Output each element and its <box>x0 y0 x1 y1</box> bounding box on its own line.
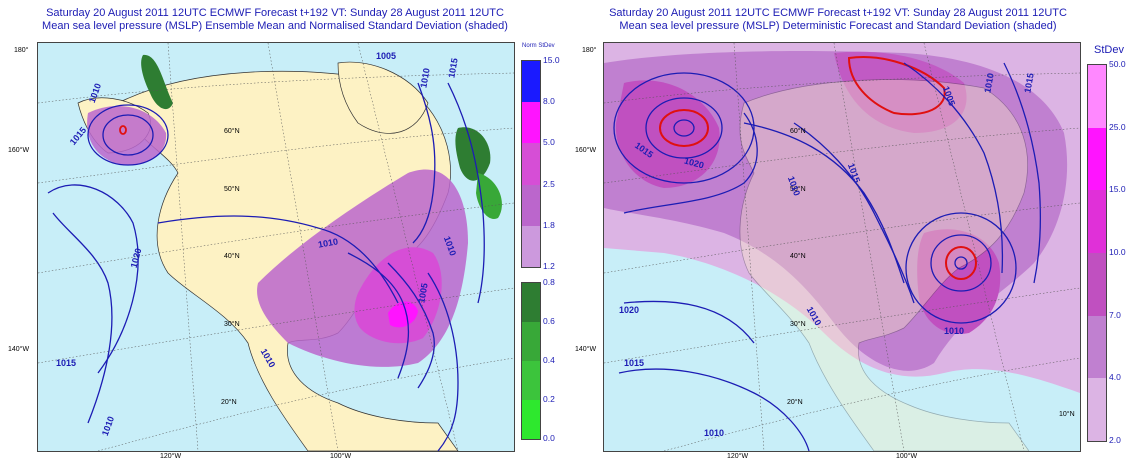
left-colorbar-top-segment <box>522 225 540 267</box>
left-colorbar-bottom-tick-label: 0.8 <box>543 277 555 287</box>
left-green-shade-3 <box>476 173 502 219</box>
right-isobar-label: 1010 <box>944 326 965 336</box>
left-colorbar-bottom-segment <box>522 400 540 439</box>
right-title-line2: Mean sea level pressure (MSLP) Determini… <box>619 20 1057 32</box>
left-lon-label-160w: 160°W <box>8 147 30 154</box>
left-colorbar-bottom-segment <box>522 361 540 400</box>
left-map-graphic <box>38 43 514 451</box>
left-colorbar-top-tick-label: 1.2 <box>543 261 555 271</box>
left-purple-shade-core <box>354 247 442 344</box>
left-colorbar-bottom-segment <box>522 283 540 322</box>
right-map-graphic <box>604 43 1080 451</box>
left-colorbar-top-segment <box>522 184 540 226</box>
right-colorbar-segment <box>1088 127 1106 191</box>
right-colorbar-segment <box>1088 65 1106 128</box>
right-shade-dark-arctic <box>834 51 967 133</box>
left-lat-label: 30°N <box>224 321 240 328</box>
right-colorbar-tick-label: 4.0 <box>1109 372 1121 383</box>
right-red-contour-east <box>945 246 977 280</box>
left-isobar-label: 1005 <box>376 51 397 61</box>
right-colorbar <box>1087 64 1107 442</box>
left-title-line1: Saturday 20 August 2011 12UTC ECMWF Fore… <box>46 7 504 19</box>
left-colorbar-bottom-tick-label: 0.6 <box>543 316 555 326</box>
right-land-north-america <box>739 79 1030 451</box>
left-colorbar-top-segment <box>522 102 540 144</box>
right-colorbar-tick-label: 50.0 <box>1109 59 1126 69</box>
left-purple-shade-peak <box>388 301 418 328</box>
right-lat-label: 40°N <box>790 253 806 260</box>
right-colorbar-tick-label: 2.0 <box>1109 435 1121 445</box>
right-colorbar-segment <box>1088 253 1106 316</box>
left-colorbar-top <box>521 60 541 268</box>
right-red-contour-arctic <box>847 56 946 116</box>
left-lat-label: 40°N <box>224 253 240 260</box>
left-title-line2: Mean sea level pressure (MSLP) Ensemble … <box>42 20 508 32</box>
left-colorbar-bottom-tick-label: 0.4 <box>543 355 555 365</box>
left-colorbar-top-tick-label: 5.0 <box>543 137 555 148</box>
left-lon-label-140w: 140°W <box>8 346 30 353</box>
left-lon-label-180: 180° <box>14 47 29 54</box>
right-lon-label-140w: 140°W <box>575 346 597 353</box>
left-colorbar-top-tick-label: 2.5 <box>543 178 555 189</box>
left-colorbar-bottom-segment <box>522 322 540 361</box>
left-colorbar-top-segment <box>522 61 540 103</box>
left-colorbar-bottom-tick-label: 0.0 <box>543 433 555 443</box>
right-colorbar-tick-label: 15.0 <box>1109 184 1126 195</box>
left-map-panel: 60°N 50°N 40°N 30°N 20°N 1010 1015 1020 … <box>37 42 515 452</box>
left-colorbar-top-tick-label: 15.0 <box>543 55 560 65</box>
right-colorbar-title: StDev <box>1094 44 1124 56</box>
right-shade-dark-pacific <box>615 80 720 188</box>
left-colorbar-title: Norm StDev <box>522 43 555 49</box>
left-lat-label: 60°N <box>224 128 240 135</box>
right-isobar-label: 1020 <box>619 305 640 315</box>
left-red-contour-alaska <box>119 125 127 135</box>
right-lon-label-180: 180° <box>582 47 597 54</box>
right-colorbar-tick-label: 25.0 <box>1109 121 1126 132</box>
left-lat-label: 20°N <box>221 399 237 406</box>
right-colorbar-tick-label: 7.0 <box>1109 309 1121 320</box>
left-colorbar-bottom-tick-label: 0.2 <box>543 394 555 404</box>
left-colorbar-top-tick-label: 1.8 <box>543 219 555 230</box>
right-red-contour-pacific <box>659 109 709 147</box>
right-colorbar-tick-label: 10.0 <box>1109 247 1126 257</box>
right-colorbar-segment <box>1088 315 1106 379</box>
right-lat-label: 20°N <box>787 399 803 406</box>
left-lat-label: 50°N <box>224 186 240 193</box>
left-lon-label-100w: 100°W <box>330 453 352 460</box>
right-lon-label-100w: 100°W <box>896 453 918 460</box>
right-shade-dark-east <box>917 229 1001 334</box>
right-lat-label: 60°N <box>790 128 806 135</box>
right-colorbar-segment <box>1088 190 1106 253</box>
right-isobar-label: 1015 <box>624 358 645 368</box>
right-isobar-label: 1010 <box>704 428 725 438</box>
right-lon-label-120w: 120°W <box>727 453 749 460</box>
right-map-panel: 60°N 50°N 40°N 30°N 20°N 10°N 1015 1020 … <box>603 42 1081 452</box>
right-lat-label: 30°N <box>790 321 806 328</box>
left-green-shade-1 <box>141 54 173 110</box>
left-colorbar-bottom <box>521 282 541 440</box>
left-colorbar-top-segment <box>522 143 540 185</box>
left-land-greenland <box>337 61 429 134</box>
right-lat-label: 50°N <box>790 186 806 193</box>
left-colorbar-top-tick-label: 8.0 <box>543 96 555 107</box>
right-lon-label-160w: 160°W <box>575 147 597 154</box>
right-lat-label: 10°N <box>1059 411 1075 418</box>
right-title-line1: Saturday 20 August 2011 12UTC ECMWF Fore… <box>609 7 1067 19</box>
left-isobar-label: 1015 <box>56 358 77 368</box>
right-colorbar-segment <box>1088 378 1106 441</box>
left-lon-label-120w: 120°W <box>160 453 182 460</box>
